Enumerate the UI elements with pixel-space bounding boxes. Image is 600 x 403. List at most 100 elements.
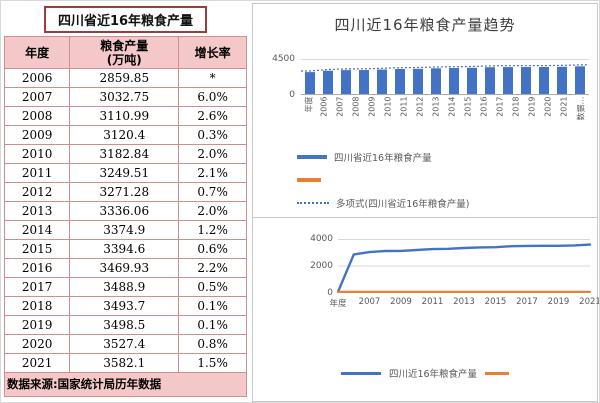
bar	[449, 68, 459, 95]
table-row: 2014 3374.9 1.2%	[3, 220, 247, 240]
table-cell: 3120.4	[69, 125, 180, 145]
y-axis-tick: 4500	[272, 54, 295, 64]
x-axis-tick-label: 2009	[367, 96, 377, 117]
legend-label: 多项式(四川省近16年粮食产量)	[336, 198, 470, 210]
legend-marker-blue-line	[340, 371, 381, 375]
x-axis-tick-label: 2014	[447, 96, 457, 117]
chart-panel: 四川近16年粮食产量趋势 4500 0 年度 2006 2007 2008 2009 20…	[252, 3, 599, 402]
table-cell: 0.5%	[178, 277, 247, 297]
bar-x-axis: 年度 2006 2007 2008 2009 2010 2011 2012 2013 2014 20…	[301, 96, 589, 142]
table-row: 2010 3182.84 2.0%	[3, 144, 247, 164]
bar-plot-area	[301, 59, 589, 95]
table-cell: 2007	[3, 87, 71, 107]
table-cell: 0.6%	[178, 239, 247, 259]
table-cell: 2015	[3, 239, 71, 259]
x-axis-tick-label: 2007	[358, 297, 381, 307]
table-cell: 3488.9	[69, 277, 180, 297]
x-axis-tick-label: 2006	[319, 96, 329, 117]
table-cell: 3336.06	[69, 201, 180, 221]
table-row: 2013 3336.06 2.0%	[3, 201, 247, 221]
table-row: 2006 2859.85 *	[3, 68, 247, 88]
table-cell: 2010	[3, 144, 71, 164]
legend-item	[297, 168, 470, 191]
x-axis-tick-label: 2019	[527, 96, 537, 117]
bar	[323, 70, 333, 95]
table-cell: 2014	[3, 220, 71, 240]
x-axis-tick-label: 2021	[559, 96, 569, 117]
table-cell: 2.1%	[178, 163, 247, 183]
x-axis-tick-label: 2017	[516, 297, 538, 307]
table-cell: 2011	[3, 163, 71, 183]
x-axis-tick-label: 年度	[329, 299, 347, 309]
bar	[521, 67, 531, 95]
x-axis-tick-label: 2010	[383, 96, 393, 117]
line-plot-area	[336, 239, 592, 293]
x-axis-tick-label: 2007	[335, 96, 345, 117]
bar	[539, 67, 549, 95]
table-row: 2007 3032.75 6.0%	[3, 87, 247, 107]
table-cell: 2012	[3, 182, 71, 202]
table-row: 2020 3527.4 0.8%	[3, 334, 247, 354]
x-axis-tick-label: 2011	[421, 297, 444, 307]
x-axis-tick-label: 2015	[484, 297, 507, 307]
legend-label: 四川省近16年粮食产量	[334, 152, 432, 164]
x-axis-tick-label: 2020	[543, 96, 553, 117]
x-axis-tick-label: 2013	[431, 96, 441, 117]
bar	[305, 72, 315, 95]
bar	[467, 67, 477, 95]
table-cell: 3527.4	[69, 334, 180, 354]
x-axis-tick-label: 年度	[304, 96, 314, 113]
table-row: 2012 3271.28 0.7%	[3, 182, 247, 202]
table-cell: 0.3%	[178, 125, 247, 145]
table-cell: 3271.28	[69, 182, 180, 202]
table-cell: 2.2%	[178, 258, 247, 278]
table-cell: 0.8%	[178, 334, 247, 354]
table-cell: 3110.99	[69, 106, 180, 126]
table-cell: *	[178, 68, 247, 88]
bar	[557, 66, 567, 95]
line-chart-svg	[336, 239, 592, 293]
column-header: 增长率	[178, 36, 247, 69]
legend-marker-orange-line	[485, 371, 510, 375]
table-row: 2009 3120.4 0.3%	[3, 125, 247, 145]
grain-production-table: 年度 粮食产量 (万吨) 增长率 2006 2859.85 * 2007 3032.75 6.…	[3, 36, 247, 373]
table-cell: 2017	[3, 277, 71, 297]
table-cell: 2008	[3, 106, 71, 126]
legend-marker-orange-bar	[297, 177, 321, 182]
legend-label: 四川近16年粮食产量	[388, 369, 478, 380]
table-row: 2016 3469.93 2.2%	[3, 258, 247, 278]
column-header: 粮食产量 (万吨)	[69, 36, 180, 69]
y-axis-tick: 4000	[310, 234, 333, 244]
x-axis-tick-label: 2015	[463, 96, 473, 117]
table-header-row: 年度 粮食产量 (万吨) 增长率	[3, 36, 247, 69]
bar	[341, 70, 351, 95]
table-cell: 2006	[3, 68, 71, 88]
table-cell: 2.0%	[178, 144, 247, 164]
table-cell: 3582.1	[69, 353, 180, 373]
table-cell: 2021	[3, 353, 71, 373]
table-cell: 3032.75	[69, 87, 180, 107]
x-axis-tick-label: 2016	[479, 96, 489, 117]
table-cell: 3469.93	[69, 258, 180, 278]
table-row: 2018 3493.7 0.1%	[3, 296, 247, 316]
grain-table-panel: 四川省近16年粮食产量 年度 粮食产量 (万吨) 增长率 2006 2859.85 * 2…	[3, 3, 247, 402]
x-axis-tick-label: 2009	[390, 297, 412, 307]
data-source-note: 数据来源:国家统计局历年数据	[4, 373, 247, 397]
table-cell: 3182.84	[69, 144, 180, 164]
table-cell: 2013	[3, 201, 71, 221]
legend-item: 四川省近16年粮食产量	[297, 145, 470, 168]
x-axis-tick-label: 2008	[351, 96, 361, 117]
table-cell: 3374.9	[69, 220, 180, 240]
bar-chart-svg	[301, 59, 589, 95]
table-row: 2015 3394.6 0.6%	[3, 239, 247, 259]
table-cell: 2.0%	[178, 201, 247, 221]
table-cell: 3249.51	[69, 163, 180, 183]
bar	[359, 70, 369, 95]
bar	[413, 68, 423, 95]
table-title: 四川省近16年粮食产量	[43, 6, 208, 33]
chart-title: 四川近16年粮食产量趋势	[334, 16, 516, 34]
table-cell: 0.1%	[178, 296, 247, 316]
table-cell: 2018	[3, 296, 71, 316]
x-axis-tick-label: 数据…	[576, 96, 586, 121]
